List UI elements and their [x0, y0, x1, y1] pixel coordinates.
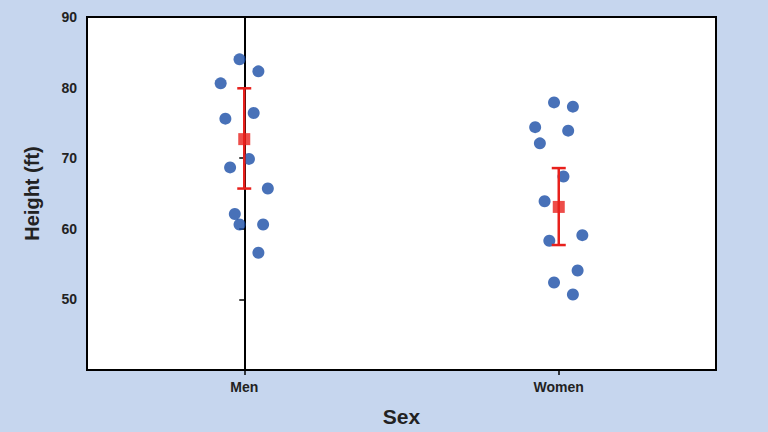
svg-text:70: 70	[61, 150, 77, 166]
svg-text:50: 50	[61, 291, 77, 307]
svg-text:Height (ft): Height (ft)	[21, 146, 43, 240]
svg-text:Sex: Sex	[383, 405, 421, 428]
svg-text:80: 80	[61, 80, 77, 96]
svg-text:60: 60	[61, 221, 77, 237]
svg-text:Women: Women	[534, 379, 584, 395]
svg-text:90: 90	[61, 9, 77, 25]
svg-text:Men: Men	[230, 379, 258, 395]
